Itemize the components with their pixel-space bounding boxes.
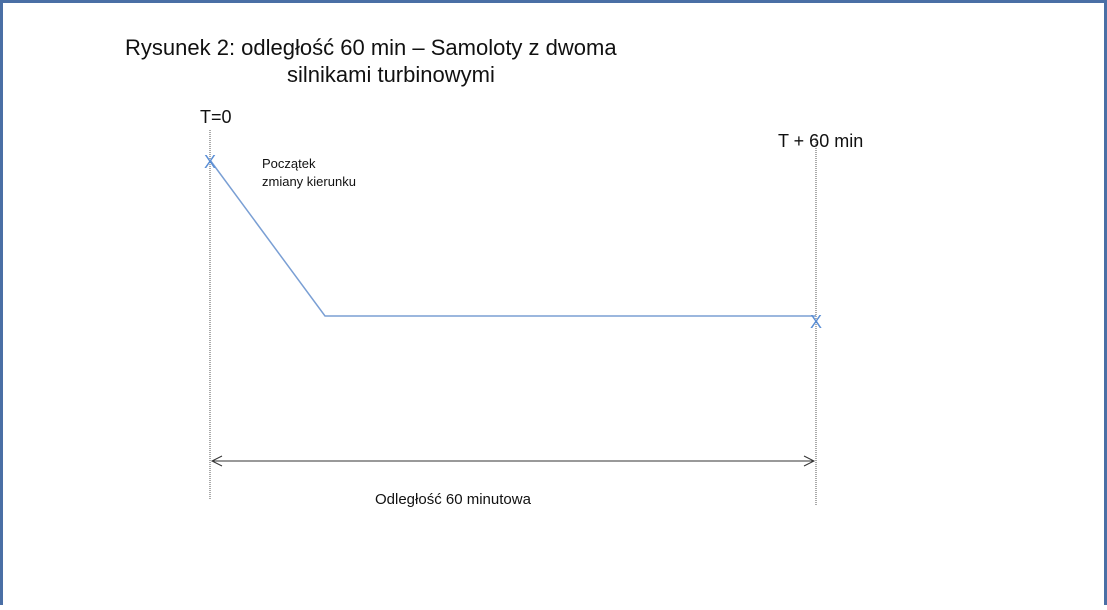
title-line2: silnikami turbinowymi xyxy=(287,62,495,87)
flight-path xyxy=(209,159,816,317)
arrow-heads xyxy=(210,455,816,467)
title-line1: Rysunek 2: odległość 60 min – Samoloty z… xyxy=(125,35,617,60)
start-marker: X xyxy=(204,152,216,172)
end-time-label: T + 60 min xyxy=(778,131,863,151)
start-label-line2: zmiany kierunku xyxy=(262,174,356,189)
distance-label: Odległość 60 minutowa xyxy=(375,491,532,508)
end-marker: X xyxy=(810,312,822,332)
start-label-line1: Początek xyxy=(262,156,316,171)
start-time-label: T=0 xyxy=(200,107,232,127)
